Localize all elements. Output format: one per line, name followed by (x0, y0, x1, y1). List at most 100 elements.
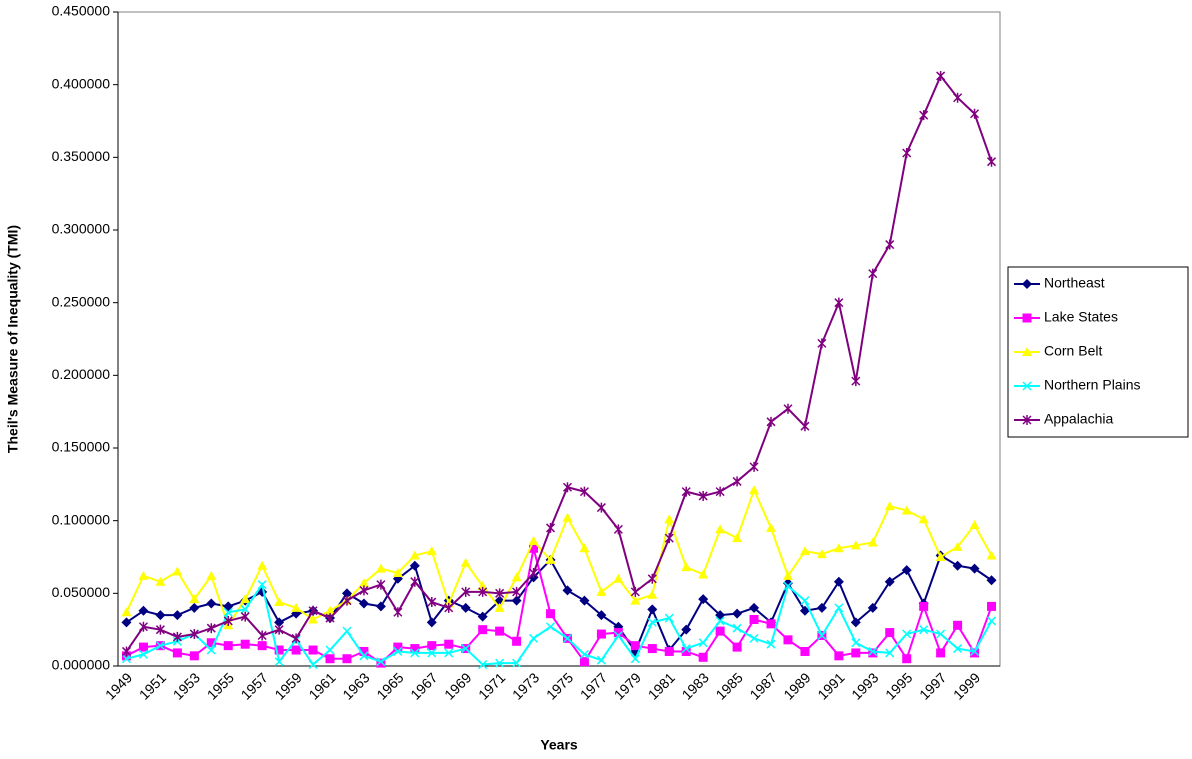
marker-shape (715, 616, 725, 626)
marker (461, 644, 471, 654)
marker-shape (715, 486, 725, 497)
marker (1022, 381, 1032, 391)
marker-shape (342, 626, 352, 636)
marker-shape (579, 657, 589, 667)
marker (138, 642, 148, 652)
marker (495, 658, 505, 668)
marker-shape (715, 626, 725, 636)
marker (172, 648, 182, 658)
marker (987, 601, 997, 611)
marker-shape (495, 626, 505, 636)
marker-shape (698, 490, 708, 501)
x-tick-label: 1959 (271, 669, 304, 702)
marker-shape (223, 615, 233, 626)
marker (546, 609, 556, 619)
series-line (125, 554, 993, 654)
marker-shape (749, 614, 759, 624)
marker (393, 642, 403, 652)
marker (953, 644, 963, 654)
marker (529, 567, 539, 578)
marker-shape (1022, 381, 1032, 391)
marker-shape (953, 92, 963, 103)
x-tick-label: 1951 (136, 669, 169, 702)
marker-shape (834, 603, 844, 613)
legend-label: Lake States (1044, 309, 1118, 325)
marker (782, 578, 793, 589)
marker-shape (206, 570, 217, 580)
x-axis-title: Years (540, 737, 578, 753)
marker (834, 603, 844, 613)
marker (783, 635, 793, 645)
x-tick-label: 1987 (746, 669, 779, 702)
marker-shape (868, 268, 878, 279)
marker (902, 629, 912, 639)
x-tick-label: 1949 (102, 669, 135, 702)
marker-shape (274, 645, 284, 655)
marker (749, 614, 759, 624)
marker (291, 602, 302, 612)
marker (206, 598, 217, 609)
x-tick-label: 1999 (950, 669, 983, 702)
marker-shape (936, 629, 946, 639)
marker (647, 604, 658, 615)
marker (868, 268, 878, 279)
marker-shape (342, 654, 352, 664)
marker (681, 486, 691, 497)
marker-shape (461, 586, 471, 597)
x-tick-label: 1983 (679, 669, 712, 702)
marker (410, 644, 420, 654)
marker-shape (240, 639, 250, 649)
marker (155, 610, 166, 621)
marker-shape (393, 642, 403, 652)
marker (529, 633, 539, 643)
marker (664, 646, 674, 656)
marker-shape (596, 629, 606, 639)
x-tick-label: 1971 (475, 669, 508, 702)
x-tick-label: 1973 (509, 669, 542, 702)
marker (1022, 415, 1032, 425)
marker-shape (392, 567, 403, 577)
marker-shape (902, 147, 912, 158)
marker (732, 608, 743, 619)
marker-shape (630, 641, 640, 651)
marker (376, 658, 386, 668)
marker (240, 604, 250, 614)
marker (681, 562, 692, 572)
series-line (125, 73, 993, 653)
marker (359, 651, 369, 661)
legend-label: Corn Belt (1044, 343, 1102, 359)
marker (868, 646, 878, 656)
marker (901, 505, 912, 515)
marker (461, 586, 471, 597)
marker (596, 655, 606, 665)
marker (800, 646, 810, 656)
marker (970, 108, 980, 119)
marker-shape (121, 654, 132, 664)
marker-shape (223, 641, 233, 651)
marker (834, 651, 844, 661)
marker (935, 552, 946, 561)
marker (358, 598, 369, 609)
marker-shape (512, 586, 522, 597)
marker (155, 641, 165, 651)
marker (358, 578, 369, 588)
marker (308, 614, 319, 624)
marker-shape (529, 567, 539, 578)
marker (953, 620, 963, 630)
marker (850, 617, 861, 628)
y-tick-label: 0.200000 (52, 366, 111, 382)
marker (189, 594, 200, 604)
marker (206, 570, 217, 580)
marker-shape (206, 645, 216, 655)
marker-shape (529, 543, 539, 553)
marker (325, 654, 335, 664)
marker (545, 554, 556, 564)
marker (596, 629, 606, 639)
marker (528, 536, 539, 546)
marker (834, 297, 844, 308)
marker-shape (274, 617, 285, 628)
marker (1022, 279, 1032, 289)
marker (444, 648, 454, 658)
marker-shape (715, 524, 726, 534)
